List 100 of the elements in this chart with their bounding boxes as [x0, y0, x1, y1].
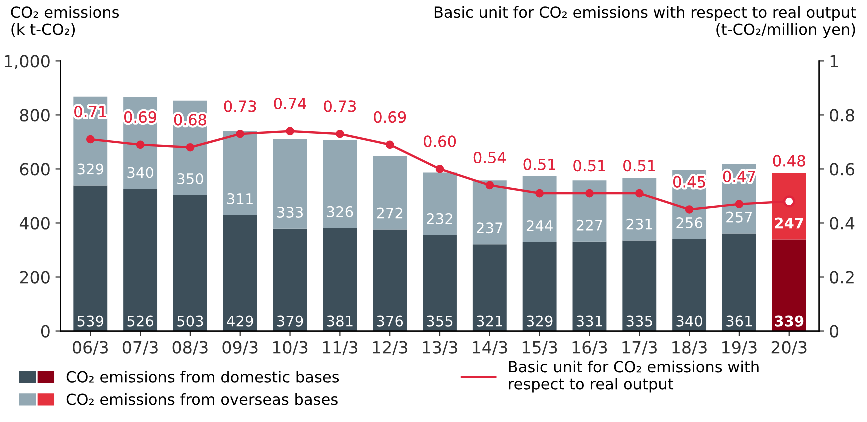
- point: [735, 200, 744, 208]
- data-label: 331: [576, 316, 602, 327]
- data-label: 0.47: [723, 170, 756, 182]
- x-tick-label: 06/3: [73, 341, 108, 356]
- bar: [622, 240, 657, 332]
- data-label: 381: [327, 316, 353, 327]
- y2-tick-label: 0.8: [830, 109, 854, 122]
- data-label: 0.51: [574, 160, 606, 172]
- data-label: 0.74: [274, 98, 306, 110]
- data-label: 0.45: [674, 176, 706, 188]
- bar: [373, 156, 408, 230]
- y-tick-label: 600: [20, 163, 50, 176]
- data-label: 272: [377, 208, 403, 219]
- data-label: 0.51: [624, 160, 656, 172]
- data-label: 350: [178, 173, 204, 184]
- y2-tick-label: 0.6: [830, 163, 854, 176]
- x-tick-label: 08/3: [172, 341, 208, 356]
- data-label: 339: [775, 316, 804, 327]
- data-label: 335: [626, 316, 652, 327]
- data-label: 232: [427, 213, 452, 224]
- bar: [672, 239, 707, 332]
- point: [436, 165, 444, 174]
- legend-label: Basic unit for CO₂ emissions with respect to real output: [509, 360, 759, 393]
- bar: [472, 180, 507, 245]
- data-label: 355: [427, 316, 453, 327]
- data-label: 0.54: [474, 152, 506, 164]
- bar: [572, 180, 607, 242]
- data-label: 0.73: [224, 100, 256, 112]
- x-tick-label: 11/3: [323, 341, 358, 356]
- bar: [522, 242, 557, 332]
- legend-label: CO₂ emissions from domestic bases: [66, 371, 340, 383]
- x-tick-label: 17/3: [622, 341, 658, 356]
- bar: [722, 234, 756, 332]
- data-label: 340: [676, 316, 702, 327]
- bar: [173, 195, 208, 332]
- bar: [423, 235, 457, 332]
- data-label: 321: [477, 316, 502, 327]
- data-label: 329: [78, 164, 104, 175]
- y2-tick-label: 1: [830, 55, 838, 68]
- data-label: 340: [128, 167, 154, 178]
- x-tick-label: 13/3: [423, 341, 458, 356]
- bar: [772, 173, 806, 240]
- data-label: 311: [228, 193, 253, 204]
- data-label: 326: [327, 206, 354, 218]
- data-label: 329: [527, 316, 553, 327]
- x-tick-label: 09/3: [222, 341, 258, 356]
- bar: [74, 186, 108, 332]
- y-axis-title: CO₂ emissions (k t-CO₂): [11, 6, 120, 38]
- data-label: 379: [277, 316, 304, 327]
- point: [336, 130, 344, 138]
- point: [536, 189, 544, 198]
- data-label: 257: [726, 212, 752, 223]
- data-label: 429: [227, 316, 254, 327]
- y2-tick-label: 0.2: [830, 271, 854, 284]
- bar: [772, 240, 806, 332]
- y-tick-label: 1,000: [5, 55, 50, 70]
- bar: [373, 230, 408, 332]
- bar: [273, 138, 308, 229]
- point: [136, 140, 145, 150]
- point: [586, 189, 594, 198]
- point: [685, 206, 694, 214]
- bar: [323, 228, 358, 332]
- y2-axis-title: Basic unit for CO₂ emissions with respect to real output (t-CO₂/million yen): [434, 6, 856, 38]
- data-label: 361: [726, 316, 752, 327]
- data-label: 244: [526, 220, 553, 232]
- data-label: 0.73: [324, 100, 356, 112]
- bar: [223, 131, 258, 216]
- x-tick-label: 14/3: [473, 341, 508, 356]
- point: [635, 189, 644, 198]
- x-tick-label: 12/3: [373, 341, 408, 356]
- y-tick-label: 0: [41, 325, 50, 338]
- y-tick-label: 800: [20, 109, 50, 122]
- x-tick-label: 15/3: [522, 341, 558, 356]
- data-label: 503: [178, 316, 204, 327]
- point: [236, 130, 245, 138]
- data-label: 0.69: [374, 111, 406, 124]
- data-label: 0.69: [124, 111, 156, 124]
- bar: [273, 228, 308, 332]
- data-label: 539: [78, 316, 104, 327]
- x-tick-label: 20/3: [772, 341, 807, 356]
- point: [486, 181, 494, 190]
- x-tick-label: 07/3: [122, 341, 158, 356]
- y2-tick-label: 0: [830, 325, 839, 338]
- bar: [472, 244, 507, 332]
- data-label: 0.60: [424, 136, 456, 148]
- point: [86, 135, 95, 144]
- y2-tick-label: 0.4: [830, 217, 855, 230]
- data-label: 247: [775, 218, 804, 229]
- x-tick-label: 16/3: [572, 341, 608, 356]
- data-label: 237: [477, 222, 503, 234]
- data-label: 376: [377, 316, 404, 327]
- data-label: 0.51: [524, 158, 556, 170]
- bar: [572, 242, 607, 332]
- data-label: 526: [128, 316, 154, 327]
- point: [186, 143, 195, 152]
- bar: [323, 140, 358, 228]
- y-tick-label: 200: [20, 271, 50, 284]
- legend-label: CO₂ emissions from overseas bases: [66, 393, 338, 406]
- data-label: 0.68: [174, 114, 206, 126]
- y-tick-label: 400: [20, 217, 50, 230]
